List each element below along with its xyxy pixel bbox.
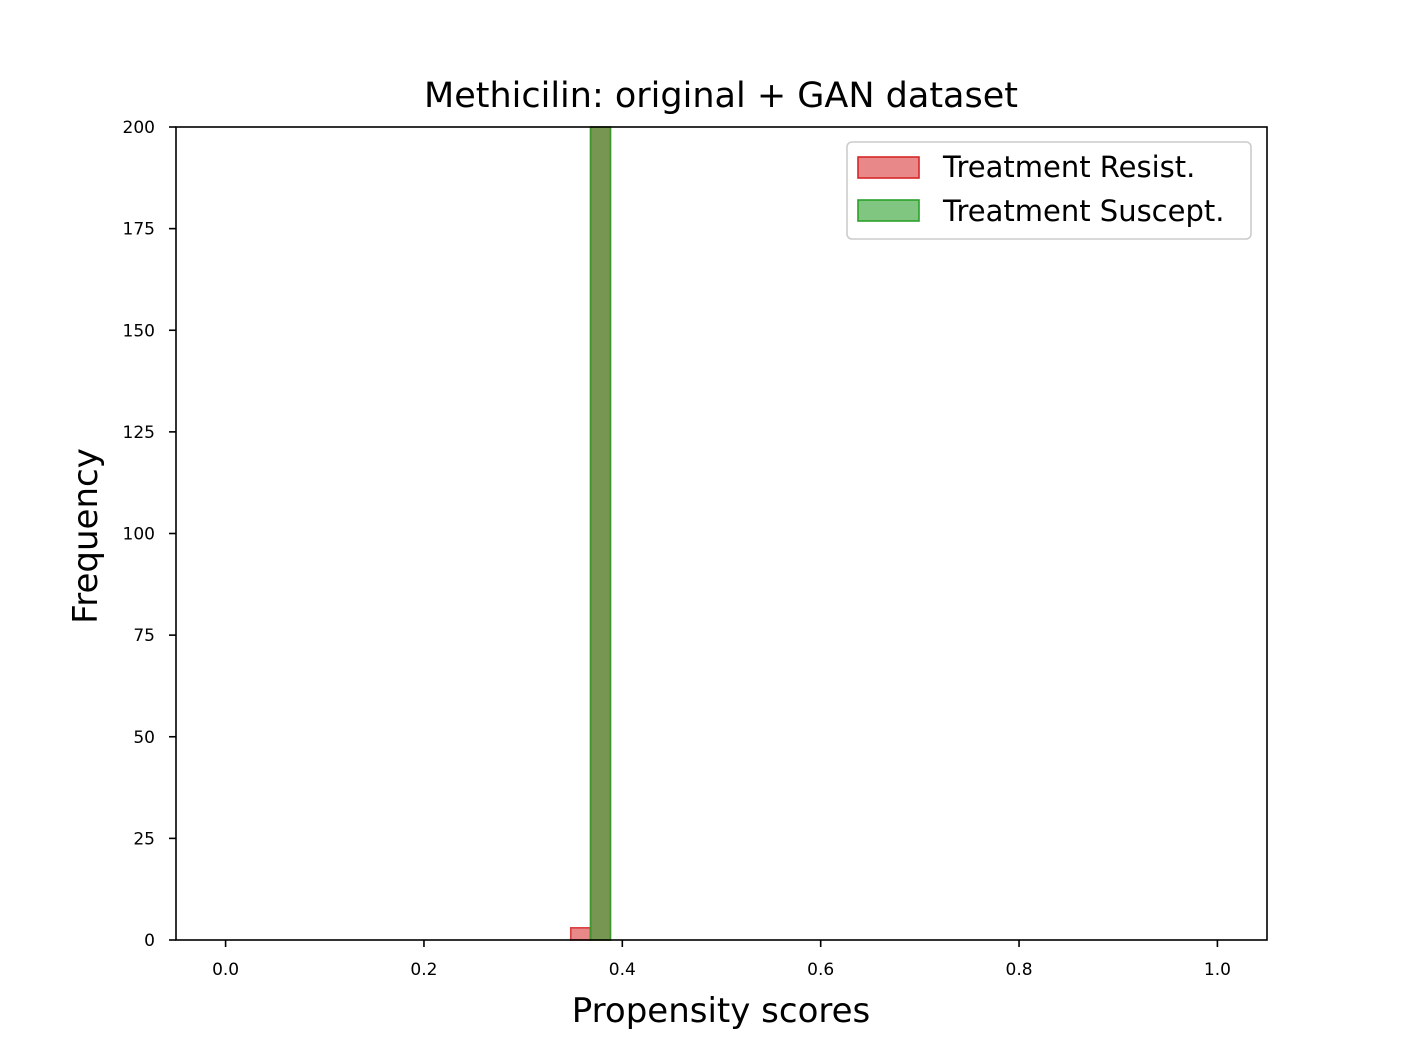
y-tick-label: 150 [123, 321, 155, 341]
legend-swatch-resist [857, 156, 920, 179]
histogram-bar [569, 927, 592, 941]
y-tick-label: 200 [123, 118, 155, 138]
y-tick-label: 100 [123, 525, 155, 545]
y-tick-label: 50 [133, 728, 155, 748]
ticks-layer: 0.0 0.2 0.4 0.6 0.8 1.0 0 25 50 75 100 125 150 175 200 [123, 118, 1231, 980]
x-axis-label: Propensity scores [572, 991, 870, 1031]
legend-swatch-suscept [857, 199, 920, 222]
histogram-bar [589, 126, 612, 941]
y-axis-label: Frequency [66, 448, 106, 624]
legend-box [846, 141, 1252, 240]
x-tick-label: 0.2 [410, 960, 437, 980]
y-tick-label: 0 [144, 931, 155, 951]
y-tick-label: 25 [133, 829, 155, 849]
x-tick-label: 0.0 [212, 960, 239, 980]
chart-title: Methicilin: original + GAN dataset [424, 76, 1018, 116]
x-tick-label: 0.4 [609, 960, 636, 980]
y-tick-label: 75 [133, 626, 155, 646]
x-tick-label: 0.6 [807, 960, 834, 980]
y-tick-label: 125 [123, 423, 155, 443]
x-tick-label: 1.0 [1204, 960, 1231, 980]
bars-layer [569, 126, 612, 941]
legend-label-resist: Treatment Resist. [942, 150, 1195, 184]
legend: Treatment Resist. Treatment Suscept. [846, 141, 1252, 240]
x-tick-label: 0.8 [1006, 960, 1033, 980]
y-tick-label: 175 [123, 220, 155, 240]
legend-label-suscept: Treatment Suscept. [942, 194, 1224, 228]
